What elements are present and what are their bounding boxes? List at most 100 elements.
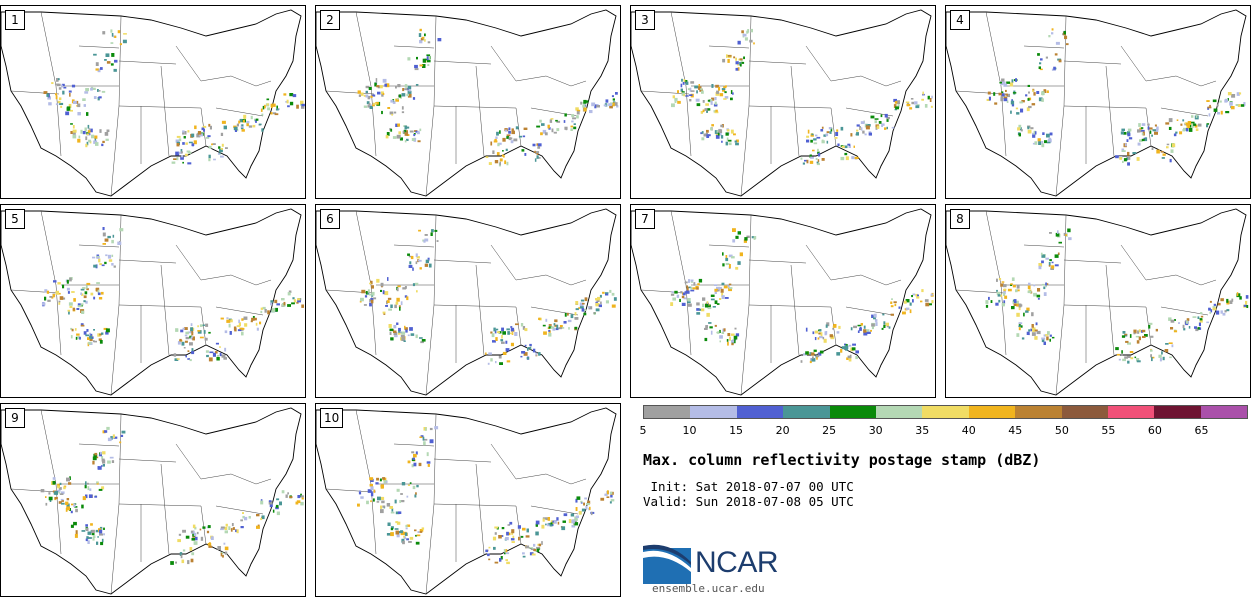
reflectivity-cell: [586, 100, 589, 103]
reflectivity-cell: [71, 328, 74, 332]
reflectivity-cell: [1033, 292, 1037, 297]
reflectivity-cell: [881, 327, 884, 330]
reflectivity-cell: [373, 489, 376, 493]
state-border: [118, 503, 202, 507]
reflectivity-cell: [56, 78, 59, 82]
reflectivity-cell: [109, 456, 114, 459]
reflectivity-cell: [600, 497, 605, 501]
reflectivity-cell: [716, 286, 720, 290]
reflectivity-cell: [999, 81, 1002, 84]
reflectivity-cell: [113, 436, 118, 439]
reflectivity-cell: [407, 93, 412, 98]
reflectivity-cell: [538, 543, 542, 547]
reflectivity-cell: [197, 131, 202, 135]
reflectivity-cell: [916, 296, 920, 299]
reflectivity-cell: [404, 536, 407, 540]
reflectivity-cell: [390, 128, 393, 132]
reflectivity-cell: [1174, 319, 1176, 321]
reflectivity-cell: [505, 129, 507, 132]
reflectivity-cell: [1216, 104, 1219, 107]
reflectivity-cell: [106, 426, 110, 430]
reflectivity-cell: [90, 87, 93, 91]
reflectivity-map: [1, 407, 304, 595]
reflectivity-cell: [1186, 320, 1189, 324]
reflectivity-cell: [191, 552, 195, 556]
reflectivity-cell: [83, 300, 86, 303]
reflectivity-cell: [208, 357, 213, 362]
reflectivity-cell: [505, 537, 509, 541]
reflectivity-cell: [424, 58, 429, 61]
reflectivity-cell: [180, 151, 183, 154]
state-border: [1105, 264, 1115, 356]
reflectivity-cell: [724, 91, 727, 94]
reflectivity-cell: [1137, 330, 1140, 334]
reflectivity-cell: [696, 103, 701, 107]
reflectivity-cell: [1127, 128, 1132, 132]
reflectivity-cell: [1193, 123, 1197, 126]
colorbar-tick-label: 15: [729, 424, 744, 437]
reflectivity-cell: [201, 127, 204, 131]
reflectivity-cell: [588, 306, 590, 309]
reflectivity-cell: [382, 505, 386, 508]
reflectivity-cell: [370, 486, 374, 490]
coastline-outline: [316, 208, 617, 396]
reflectivity-cell: [1140, 127, 1144, 129]
reflectivity-cell: [407, 484, 411, 486]
reflectivity-cell: [811, 358, 816, 362]
reflectivity-cell: [714, 284, 718, 286]
reflectivity-cell: [94, 495, 98, 498]
reflectivity-cell: [1120, 131, 1124, 135]
reflectivity-cell: [82, 496, 86, 501]
reflectivity-cell: [390, 337, 394, 341]
reflectivity-cell: [429, 439, 434, 444]
reflectivity-cell: [380, 289, 382, 292]
reflectivity-cell: [226, 319, 231, 323]
reflectivity-cell: [400, 493, 403, 495]
reflectivity-cell: [1206, 100, 1210, 102]
state-border: [200, 505, 207, 545]
reflectivity-cell: [707, 134, 711, 137]
reflectivity-cell: [1025, 310, 1029, 313]
reflectivity-cell: [1127, 360, 1130, 364]
reflectivity-cell: [271, 104, 273, 109]
reflectivity-cell: [85, 143, 88, 148]
reflectivity-cell: [730, 97, 733, 101]
reflectivity-cell: [84, 485, 87, 489]
reflectivity-cell: [206, 354, 209, 358]
reflectivity-cell: [108, 259, 113, 262]
reflectivity-cell: [576, 115, 579, 119]
reflectivity-cell: [87, 531, 92, 535]
reflectivity-cell: [884, 113, 888, 118]
reflectivity-cell: [276, 105, 278, 109]
reflectivity-cell: [418, 462, 422, 467]
reflectivity-cell: [1025, 94, 1028, 97]
reflectivity-cell: [498, 142, 502, 145]
reflectivity-cell: [224, 526, 228, 530]
reflectivity-cell: [574, 522, 579, 526]
reflectivity-cell: [521, 351, 526, 354]
reflectivity-cell: [427, 59, 431, 63]
reflectivity-cell: [721, 282, 725, 286]
reflectivity-cell: [395, 530, 400, 535]
reflectivity-cell: [875, 127, 878, 130]
reflectivity-cell: [522, 555, 526, 558]
reflectivity-cell: [1045, 257, 1049, 260]
reflectivity-cell: [1168, 118, 1173, 123]
reflectivity-cell: [687, 88, 691, 91]
reflectivity-cell: [684, 80, 688, 83]
reflectivity-cell: [604, 493, 608, 496]
reflectivity-cell: [1141, 138, 1145, 142]
reflectivity-cell: [1151, 357, 1153, 362]
reflectivity-cell: [579, 302, 584, 307]
reflectivity-cell: [291, 302, 295, 305]
reflectivity-cell: [735, 139, 739, 143]
reflectivity-cell: [690, 289, 695, 292]
state-border: [545, 473, 587, 485]
reflectivity-cell: [930, 295, 934, 297]
reflectivity-cell: [54, 497, 58, 500]
reflectivity-cell: [1054, 264, 1059, 267]
reflectivity-cell: [191, 351, 195, 355]
reflectivity-cell: [197, 325, 199, 328]
reflectivity-cell: [833, 324, 837, 328]
reflectivity-cell: [705, 325, 708, 329]
